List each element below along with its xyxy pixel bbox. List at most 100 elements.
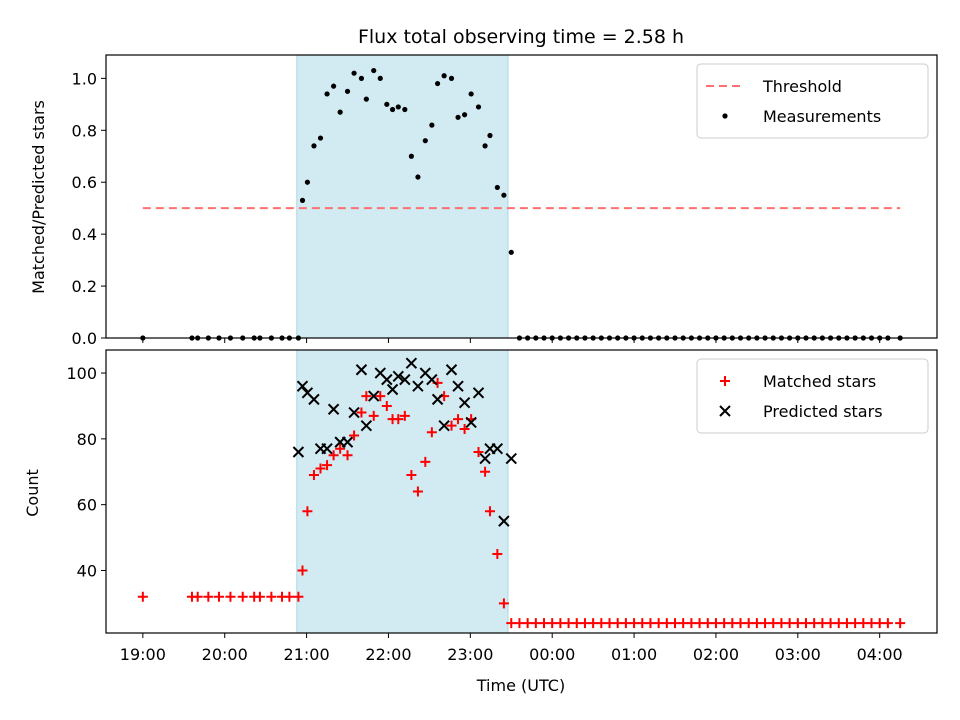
bottom-x-tick-label: 19:00 [120, 645, 166, 664]
top-series-0-point [487, 132, 493, 139]
top-legend-label: Threshold [762, 77, 842, 96]
top-series-0-point [377, 75, 383, 81]
top-series-0-point [475, 104, 482, 110]
bottom-series-0-point [459, 423, 470, 434]
bottom-series-1-point [505, 452, 517, 465]
bottom-series-1-point [341, 436, 354, 448]
bottom-series-1-point [431, 393, 444, 406]
top-y-tick-label: 0.8 [72, 121, 97, 140]
bottom-series-0-point [284, 591, 295, 602]
bottom-series-1-point [426, 373, 438, 386]
bottom-series-1-point [386, 383, 399, 396]
x-axis-label: Time (UTC) [476, 676, 565, 695]
bottom-x-tick-label: 02:00 [693, 645, 739, 664]
bottom-series-0-point [297, 565, 308, 576]
bottom-series-0-point [393, 414, 404, 425]
bottom-series-0-point [453, 414, 464, 425]
top-series-0-point [461, 112, 468, 118]
top-series-0-point [371, 67, 377, 74]
bottom-series-1-point [381, 373, 393, 386]
bottom-series-0-point [328, 450, 339, 461]
bottom-series-1-point [399, 373, 411, 386]
bottom-series-0-point [315, 463, 326, 474]
bottom-series-0-point [420, 456, 431, 467]
top-series-0-point [422, 138, 428, 144]
top-legend-box [696, 63, 929, 139]
top-series-0-point [482, 143, 488, 149]
bottom-x-tick-label: 23:00 [447, 645, 493, 664]
top-y-tick-label: 0.6 [72, 173, 97, 192]
bottom-series-0-point [266, 591, 277, 602]
bottom-series-0-point [361, 391, 372, 402]
bottom-series-0-point [293, 591, 304, 602]
bottom-series-0-point [882, 618, 893, 629]
top-series-0-point [395, 104, 401, 110]
bottom-x-tick-label: 03:00 [775, 645, 821, 664]
bottom-series-0-point [368, 410, 379, 421]
bottom-series-0-point [225, 591, 236, 602]
top-series-0-point [299, 197, 306, 203]
top-series-0-point [508, 249, 514, 255]
bottom-series-1-point [438, 419, 450, 432]
bottom-series-1-point [368, 390, 380, 402]
bottom-legend-swatch [720, 376, 730, 386]
bottom-y-tick-label: 60 [77, 496, 97, 515]
bottom-series-0-point [137, 591, 148, 602]
top-y-tick-label: 1.0 [72, 69, 97, 88]
bottom-series-0-point [381, 400, 392, 411]
bottom-series-0-point [446, 420, 457, 431]
top-series-0-point [455, 114, 461, 120]
bottom-series-0-point [203, 591, 214, 602]
bottom-observing-window [296, 349, 509, 634]
bottom-series-1-point [292, 446, 305, 458]
top-series-0-point [408, 153, 414, 159]
bottom-series-0-point [302, 506, 313, 517]
top-y-axis-label: Matched/Predicted stars [29, 100, 48, 294]
bottom-series-1-point [348, 406, 360, 419]
bottom-series-0-point [335, 443, 346, 454]
bottom-series-0-point [473, 447, 484, 458]
bottom-x-tick-label: 00:00 [529, 645, 575, 664]
bottom-series-0-point [399, 410, 410, 421]
bottom-series-1-point [355, 364, 368, 376]
bottom-series-0-point [322, 460, 333, 471]
bottom-series-1-point [472, 387, 485, 399]
bottom-series-1-point [296, 380, 309, 392]
bottom-series-1-point [479, 452, 491, 465]
bottom-series-1-point [321, 443, 333, 455]
top-series-0-point [402, 106, 408, 113]
bottom-series-1-point [405, 357, 418, 369]
bottom-axes-frame [105, 349, 938, 634]
bottom-series-0-point [498, 598, 509, 609]
bottom-series-0-point [492, 549, 503, 560]
bottom-series-0-point [342, 450, 353, 461]
top-series-0-point [384, 101, 390, 107]
bottom-series-1-point [458, 396, 471, 409]
top-series-0-point [441, 73, 447, 79]
bottom-series-1-point [392, 370, 404, 383]
bottom-series-1-point [327, 403, 340, 415]
bottom-series-0-point [254, 591, 265, 602]
bottom-series-0-point [192, 591, 203, 602]
top-series-0-point [434, 80, 441, 87]
bottom-series-0-point [349, 430, 360, 441]
top-axes-frame [105, 54, 938, 339]
bottom-legend-label: Predicted stars [763, 402, 883, 421]
bottom-series-1-point [452, 380, 464, 392]
bottom-series-0-point [213, 591, 224, 602]
bottom-x-tick-label: 22:00 [365, 645, 411, 664]
bottom-series-0-point [895, 618, 906, 629]
bottom-series-1-point [465, 416, 477, 429]
bottom-y-tick-label: 40 [77, 561, 97, 580]
top-series-0-point [448, 75, 455, 81]
top-series-0-point [331, 83, 337, 89]
top-series-0-point [324, 91, 330, 97]
top-y-tick-label: 0.0 [72, 329, 97, 348]
bottom-legend-swatch [719, 405, 731, 417]
bottom-series-0-point [484, 506, 495, 517]
top-series-0-point [358, 75, 365, 81]
bottom-y-axis-label: Count [23, 469, 42, 517]
bottom-x-tick-label: 20:00 [202, 645, 248, 664]
top-series-0-point [317, 135, 324, 141]
